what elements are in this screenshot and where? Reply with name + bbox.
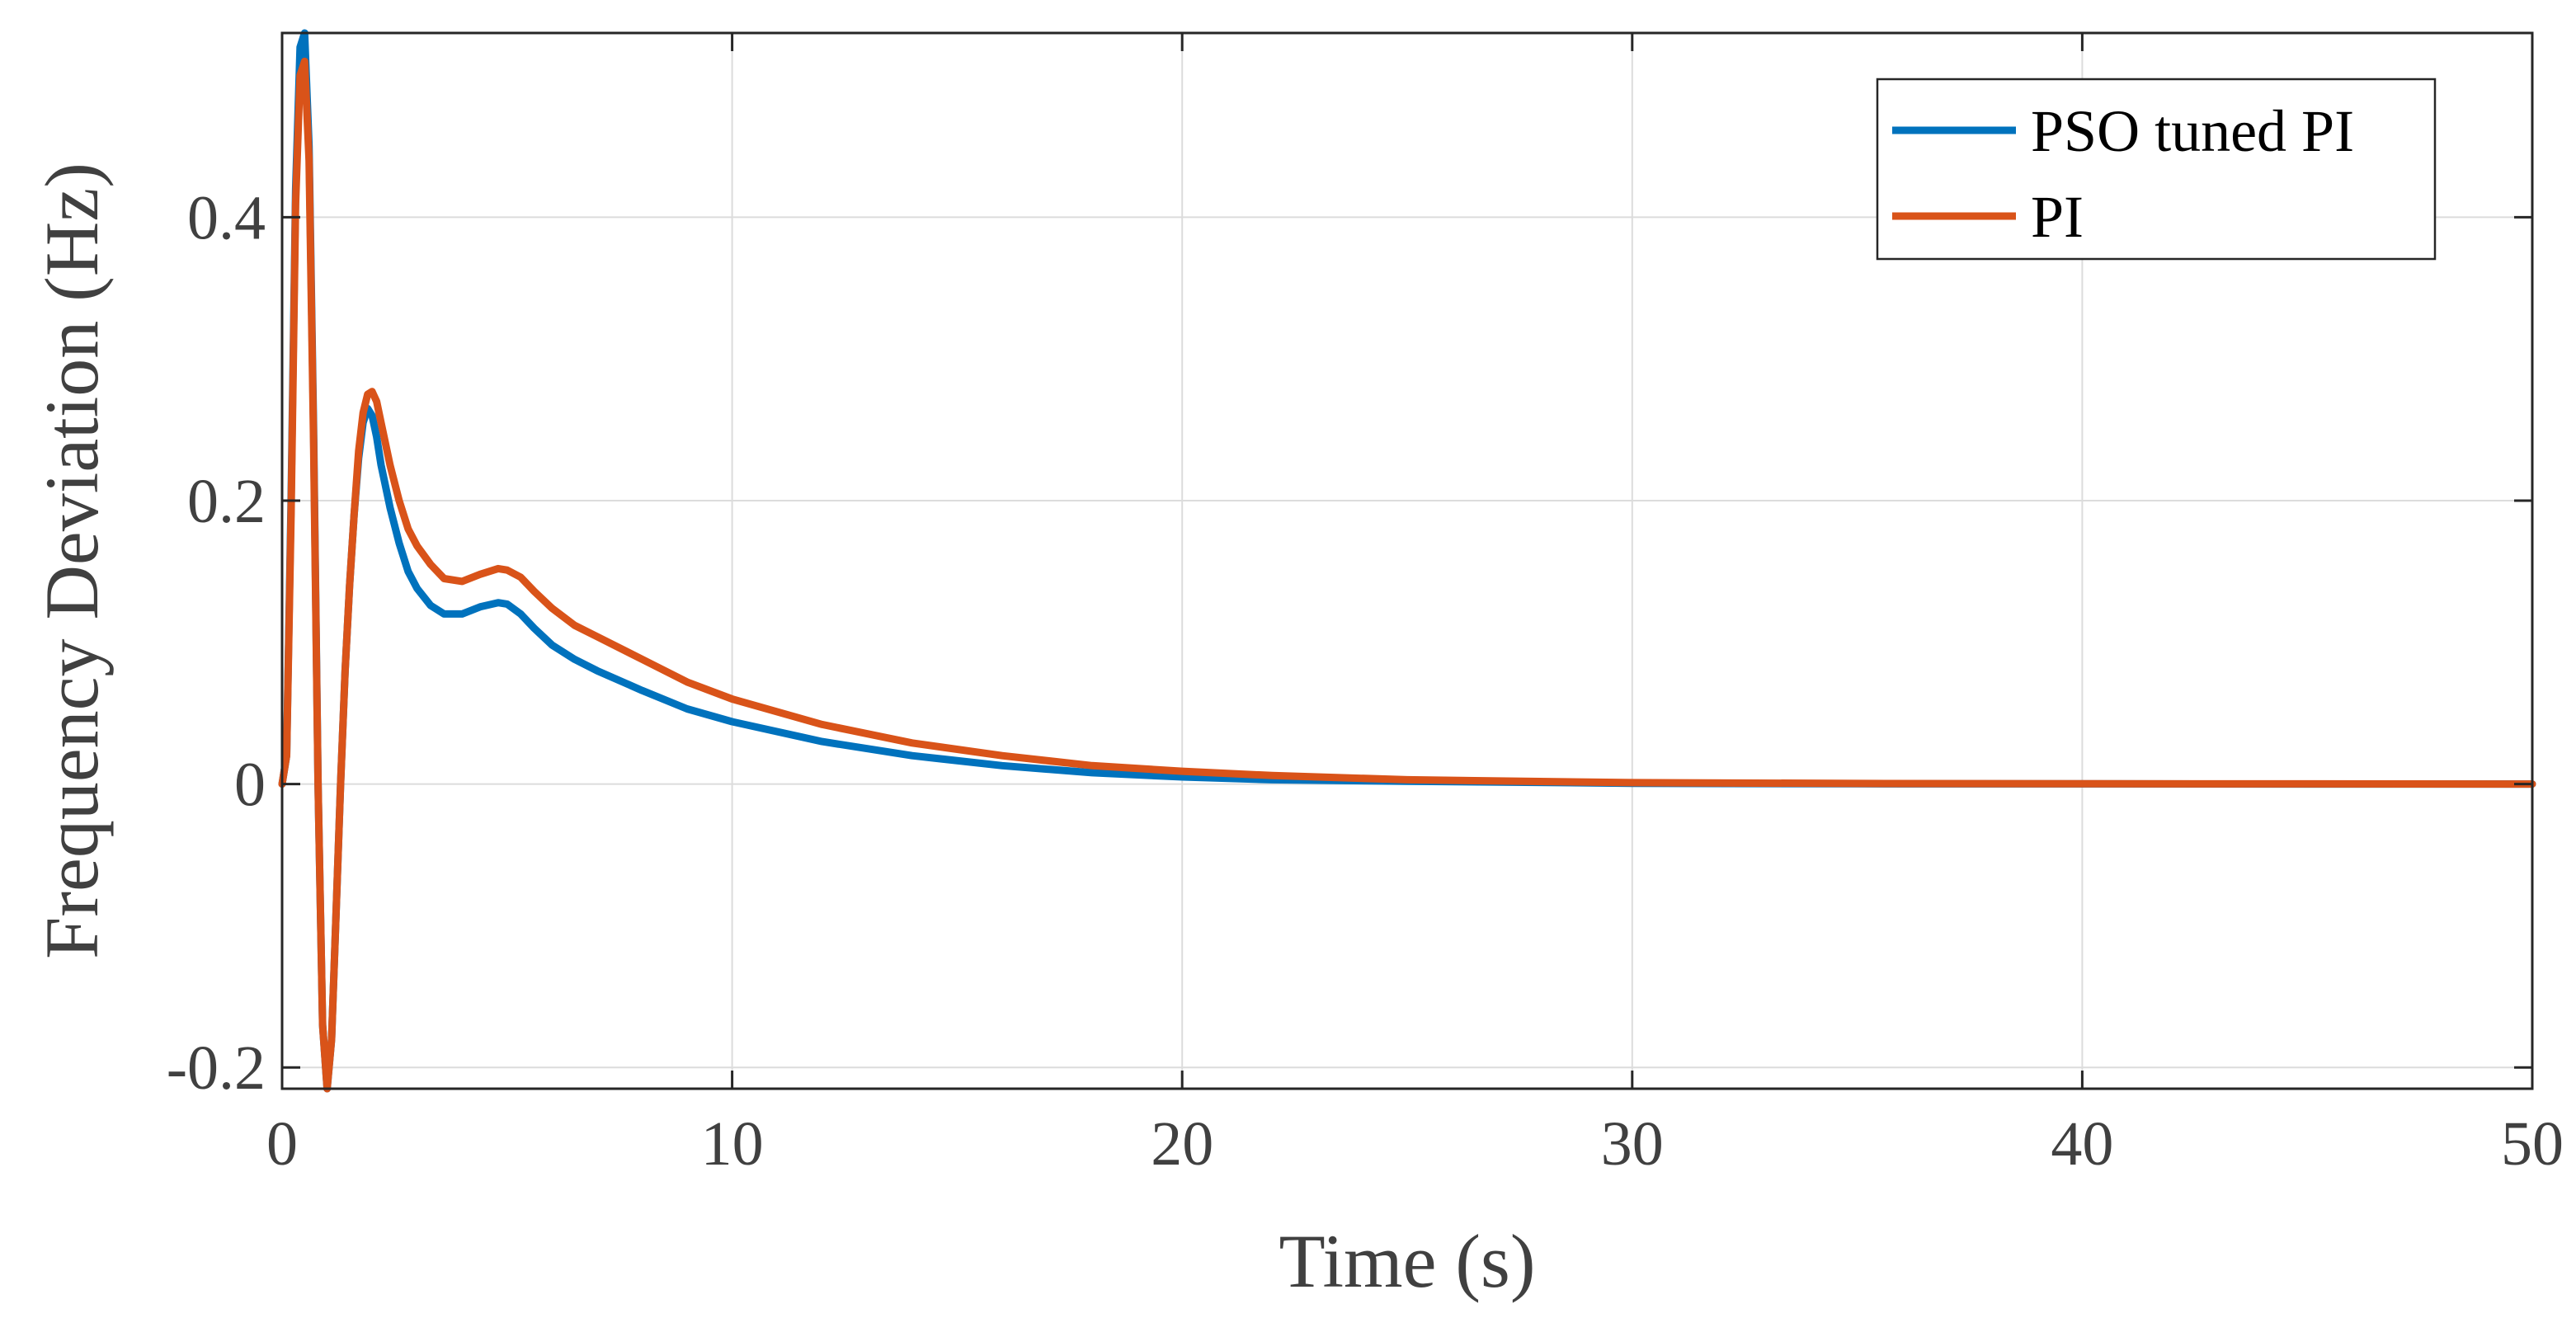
legend-label: PSO tuned PI [2031,98,2354,164]
y-tick-label: 0.4 [187,183,266,252]
x-tick-label: 10 [701,1109,764,1179]
legend-box [1876,78,2437,261]
y-axis-title: Frequency Deviation (Hz) [30,162,114,959]
legend-label: PI [2031,184,2084,250]
legend-entries: PSO tuned PI PI [1892,98,2354,250]
x-tick-label: 0 [266,1109,298,1179]
series-line-pi [278,57,2536,1093]
x-tick-label: 20 [1151,1109,1213,1179]
y-tick-label: 0 [234,751,266,820]
y-tick-label: 0.2 [187,467,266,536]
tick-layer: 0 10 20 30 40 50-0.200.20.4 [167,33,2564,1179]
x-tick-label: 30 [1601,1109,1664,1179]
x-axis-title: Time (s) [1279,1219,1536,1303]
y-tick-label: -0.2 [167,1033,266,1103]
x-tick-label: 40 [2051,1109,2113,1179]
legend: PSO tuned PI PI [1876,78,2437,261]
x-tick-label: 50 [2501,1109,2564,1179]
series-layer [278,29,2536,1093]
plot-frame [280,31,2534,1090]
